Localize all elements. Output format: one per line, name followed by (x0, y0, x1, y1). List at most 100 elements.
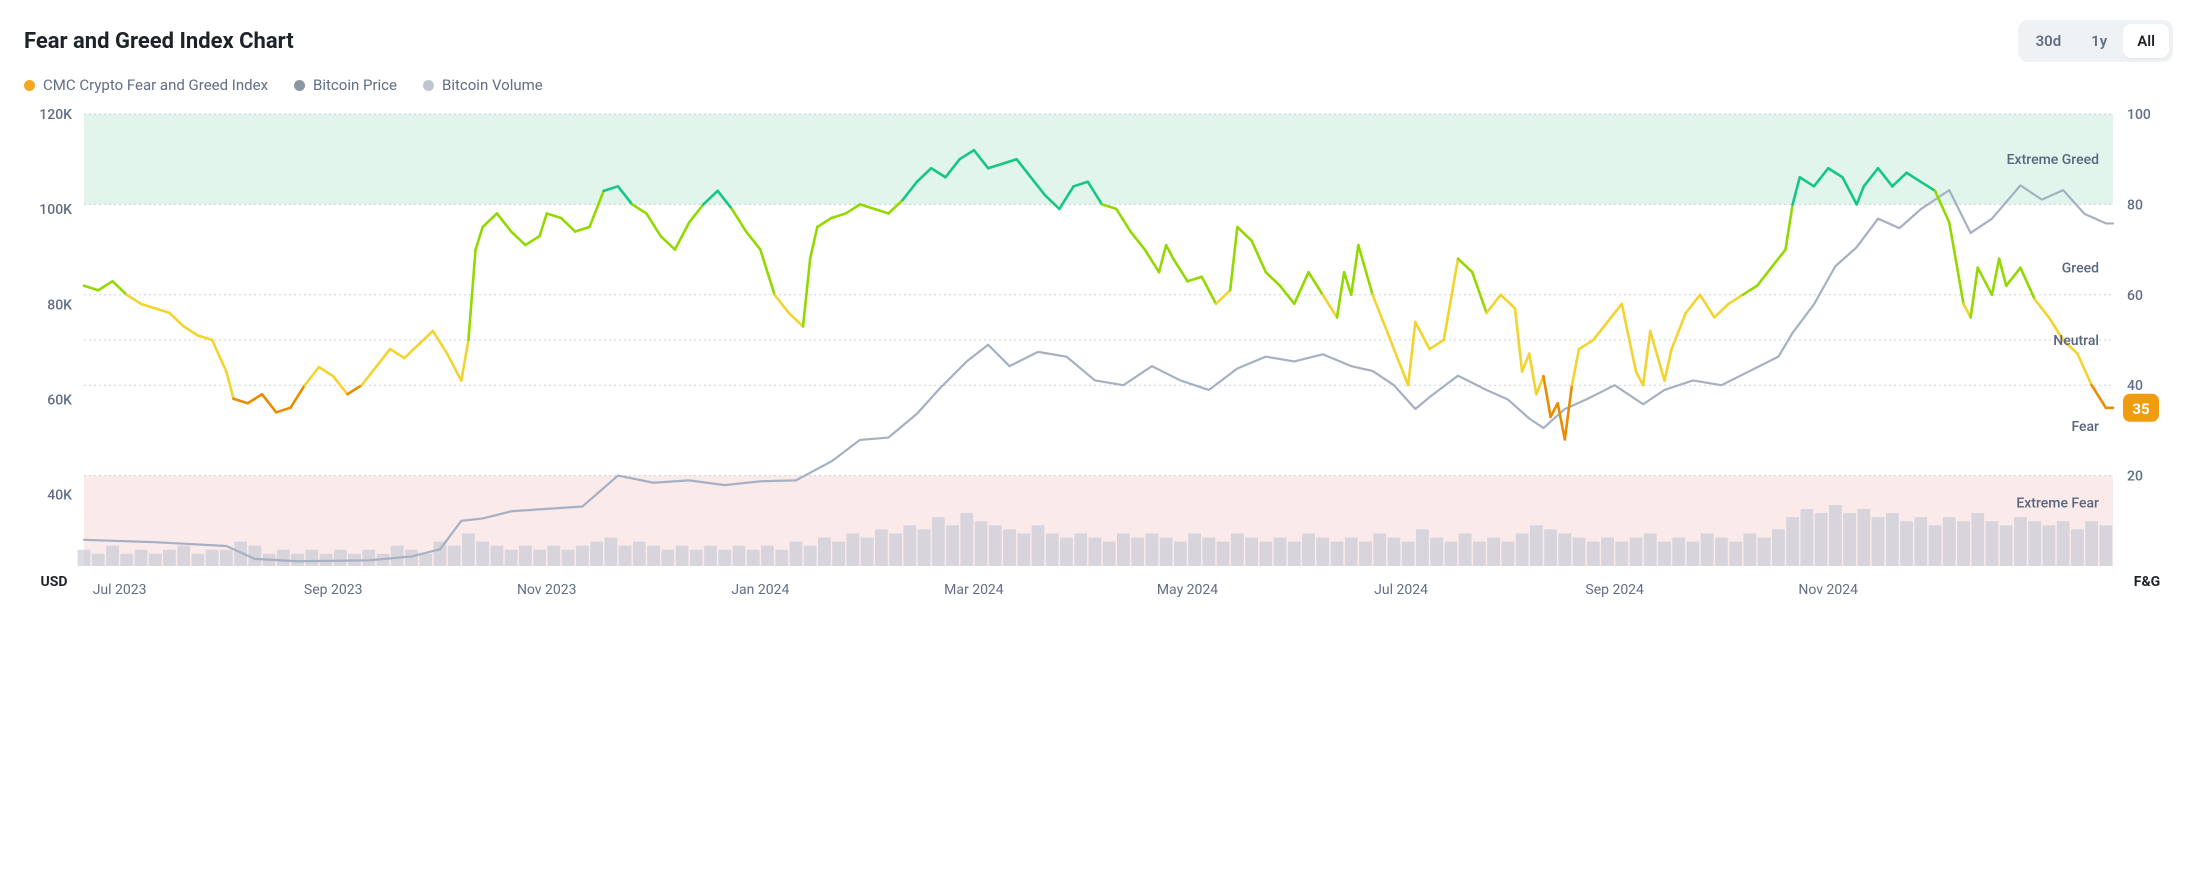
volume-bar (1388, 538, 1401, 566)
volume-bar (505, 550, 518, 566)
range-tab-1y[interactable]: 1y (2077, 24, 2121, 58)
fg-segment (1166, 245, 1173, 259)
fg-segment (141, 304, 155, 309)
volume-bar (676, 546, 689, 566)
fg-segment (1686, 295, 1700, 313)
volume-bar (1074, 533, 1087, 566)
volume-bar (804, 546, 817, 566)
legend-label: Bitcoin Volume (442, 76, 543, 94)
fg-segment (760, 250, 774, 295)
fg-segment (376, 349, 390, 367)
volume-bar (1032, 525, 1045, 566)
volume-bar (1473, 542, 1486, 566)
fg-segment (1237, 227, 1251, 241)
volume-bar (576, 546, 589, 566)
fg-segment (98, 281, 112, 290)
fg-segment (732, 209, 746, 232)
volume-bar (1288, 542, 1301, 566)
volume-bar (547, 546, 560, 566)
volume-bar (1744, 533, 1757, 566)
volume-bar (1829, 505, 1842, 566)
fg-segment (497, 213, 511, 231)
volume-bar (661, 550, 674, 566)
volume-bar (1943, 517, 1956, 566)
range-tab-all[interactable]: All (2123, 24, 2169, 58)
volume-bar (192, 554, 205, 566)
volume-bar (832, 542, 845, 566)
fg-segment (1608, 304, 1622, 322)
fg-segment (1672, 313, 1686, 349)
x-tick: Sep 2023 (304, 582, 363, 598)
fg-segment (846, 204, 860, 213)
fg-segment (1444, 259, 1458, 340)
x-tick: Nov 2023 (517, 582, 577, 598)
fg-segment (2006, 268, 2020, 286)
volume-bar (1060, 538, 1073, 566)
fg-segment (127, 295, 141, 304)
volume-bar (846, 533, 859, 566)
legend-dot (423, 80, 434, 91)
fg-segment (689, 204, 703, 222)
fg-segment (675, 222, 689, 249)
volume-bar (1658, 542, 1671, 566)
y-tick-right: 80 (2127, 197, 2143, 213)
fg-segment (248, 394, 262, 403)
fg-segment (1501, 295, 1515, 309)
fg-segment (1786, 204, 1793, 249)
volume-bar (946, 525, 959, 566)
fg-segment (1173, 259, 1187, 282)
fg-segment (1743, 286, 1757, 295)
fg-segment (290, 385, 304, 408)
volume-bar (1672, 538, 1685, 566)
volume-bar (163, 550, 176, 566)
fg-segment (1280, 286, 1294, 304)
header-row: Fear and Greed Index Chart 30d1yAll (24, 20, 2173, 62)
volume-bar (2085, 521, 2098, 566)
volume-bar (918, 529, 931, 566)
volume-bar (2028, 521, 2041, 566)
volume-bar (1188, 533, 1201, 566)
volume-bar (604, 538, 617, 566)
volume-bar (1772, 529, 1785, 566)
volume-bar (1089, 538, 1102, 566)
fg-segment (84, 286, 98, 291)
y-tick-right: 20 (2127, 469, 2143, 485)
fg-segment (1252, 241, 1266, 273)
fg-segment (1714, 304, 1728, 318)
fg-segment (746, 232, 760, 250)
volume-bar (1046, 533, 1059, 566)
fg-segment (810, 227, 817, 259)
fg-segment (1999, 259, 2006, 286)
volume-bar (206, 550, 219, 566)
volume-bar (647, 546, 660, 566)
fg-segment (1949, 222, 1963, 303)
y-tick-left: 40K (47, 488, 72, 504)
fg-segment (775, 295, 789, 313)
fg-segment (1358, 245, 1372, 295)
fg-segment (1323, 295, 1337, 318)
range-tabs: 30d1yAll (2018, 20, 2173, 62)
volume-bar (448, 546, 461, 566)
fg-segment (1216, 290, 1230, 304)
volume-bar (1501, 542, 1514, 566)
fg-segment (476, 227, 483, 250)
volume-bar (1373, 533, 1386, 566)
volume-bar (120, 554, 133, 566)
range-tab-30d[interactable]: 30d (2022, 24, 2076, 58)
y-tick-right: 60 (2127, 288, 2143, 304)
volume-bar (875, 529, 888, 566)
volume-bar (1487, 538, 1500, 566)
y-tick-left: 60K (47, 392, 72, 408)
chart-area: 40K60K80K100K120K20406080100USDF&GJul 20… (24, 104, 2173, 614)
volume-bar (1914, 517, 1927, 566)
legend-item: Bitcoin Price (294, 76, 397, 94)
legend-dot (24, 80, 35, 91)
volume-bar (1630, 538, 1643, 566)
fg-segment (1230, 227, 1237, 290)
fg-segment (1472, 272, 1486, 313)
volume-bar (362, 550, 375, 566)
volume-bar (1900, 521, 1913, 566)
fg-segment (540, 213, 547, 236)
volume-bar (1530, 525, 1543, 566)
volume-bar (149, 554, 162, 566)
